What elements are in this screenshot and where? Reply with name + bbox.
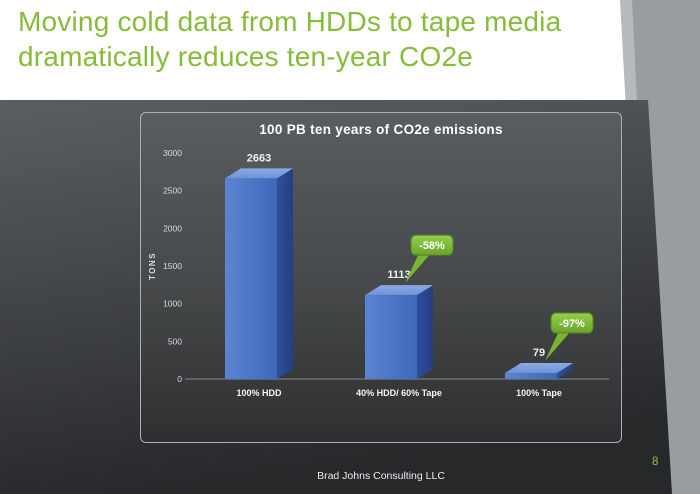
annotation-label: -58%: [419, 240, 445, 252]
bar-side-face: [417, 285, 433, 379]
annotation-label: -97%: [559, 318, 585, 330]
bar-side-face: [277, 168, 293, 379]
bar-top-face: [225, 168, 293, 179]
bar-value-label: 79: [533, 347, 545, 359]
bar: [225, 178, 277, 379]
y-tick-label: 2500: [163, 186, 182, 196]
page-number: 8: [652, 456, 659, 468]
bar: [365, 295, 417, 379]
annotation-callout: [410, 234, 454, 256]
bar-value-label: 1113: [387, 269, 410, 281]
footer-text: Brad Johns Consulting LLC: [317, 470, 445, 482]
bar: [505, 373, 557, 379]
y-tick-label: 0: [177, 374, 182, 384]
y-tick-label: 2000: [163, 223, 182, 233]
category-label: 40% HDD/ 60% Tape: [356, 388, 442, 398]
slide-title-line2: dramatically reduces ten-year CO2e: [18, 41, 473, 72]
bar-top-face: [365, 285, 433, 296]
annotation-callout: [550, 312, 594, 334]
bar-value-label: 2663: [247, 152, 271, 164]
bar-side-face: [557, 363, 573, 379]
chart-title: 100 PB ten years of CO2e emissions: [259, 122, 503, 137]
annotation-pointer: [405, 253, 431, 284]
category-label: 100% Tape: [516, 388, 562, 398]
y-axis-title: TONS: [148, 252, 157, 280]
bar-top-face: [505, 363, 573, 374]
y-tick-label: 500: [168, 336, 182, 346]
chart-panel: 0 500 1000 1500 2000 2500 3000 TONS 2663 100% HDD…: [140, 112, 622, 443]
y-tick-label: 1000: [163, 299, 182, 309]
bar-chart: 0 500 1000 1500 2000 2500 3000 TONS 2663 100% HDD…: [148, 148, 609, 398]
slide-title-line1: Moving cold data from HDDs to tape media: [18, 6, 562, 37]
annotation-pointer: [545, 331, 571, 362]
y-tick-label: 1500: [163, 261, 182, 271]
category-label: 100% HDD: [236, 388, 282, 398]
slide-title: Moving cold data from HDDs to tape media…: [18, 4, 638, 74]
y-tick-label: 3000: [163, 148, 182, 158]
